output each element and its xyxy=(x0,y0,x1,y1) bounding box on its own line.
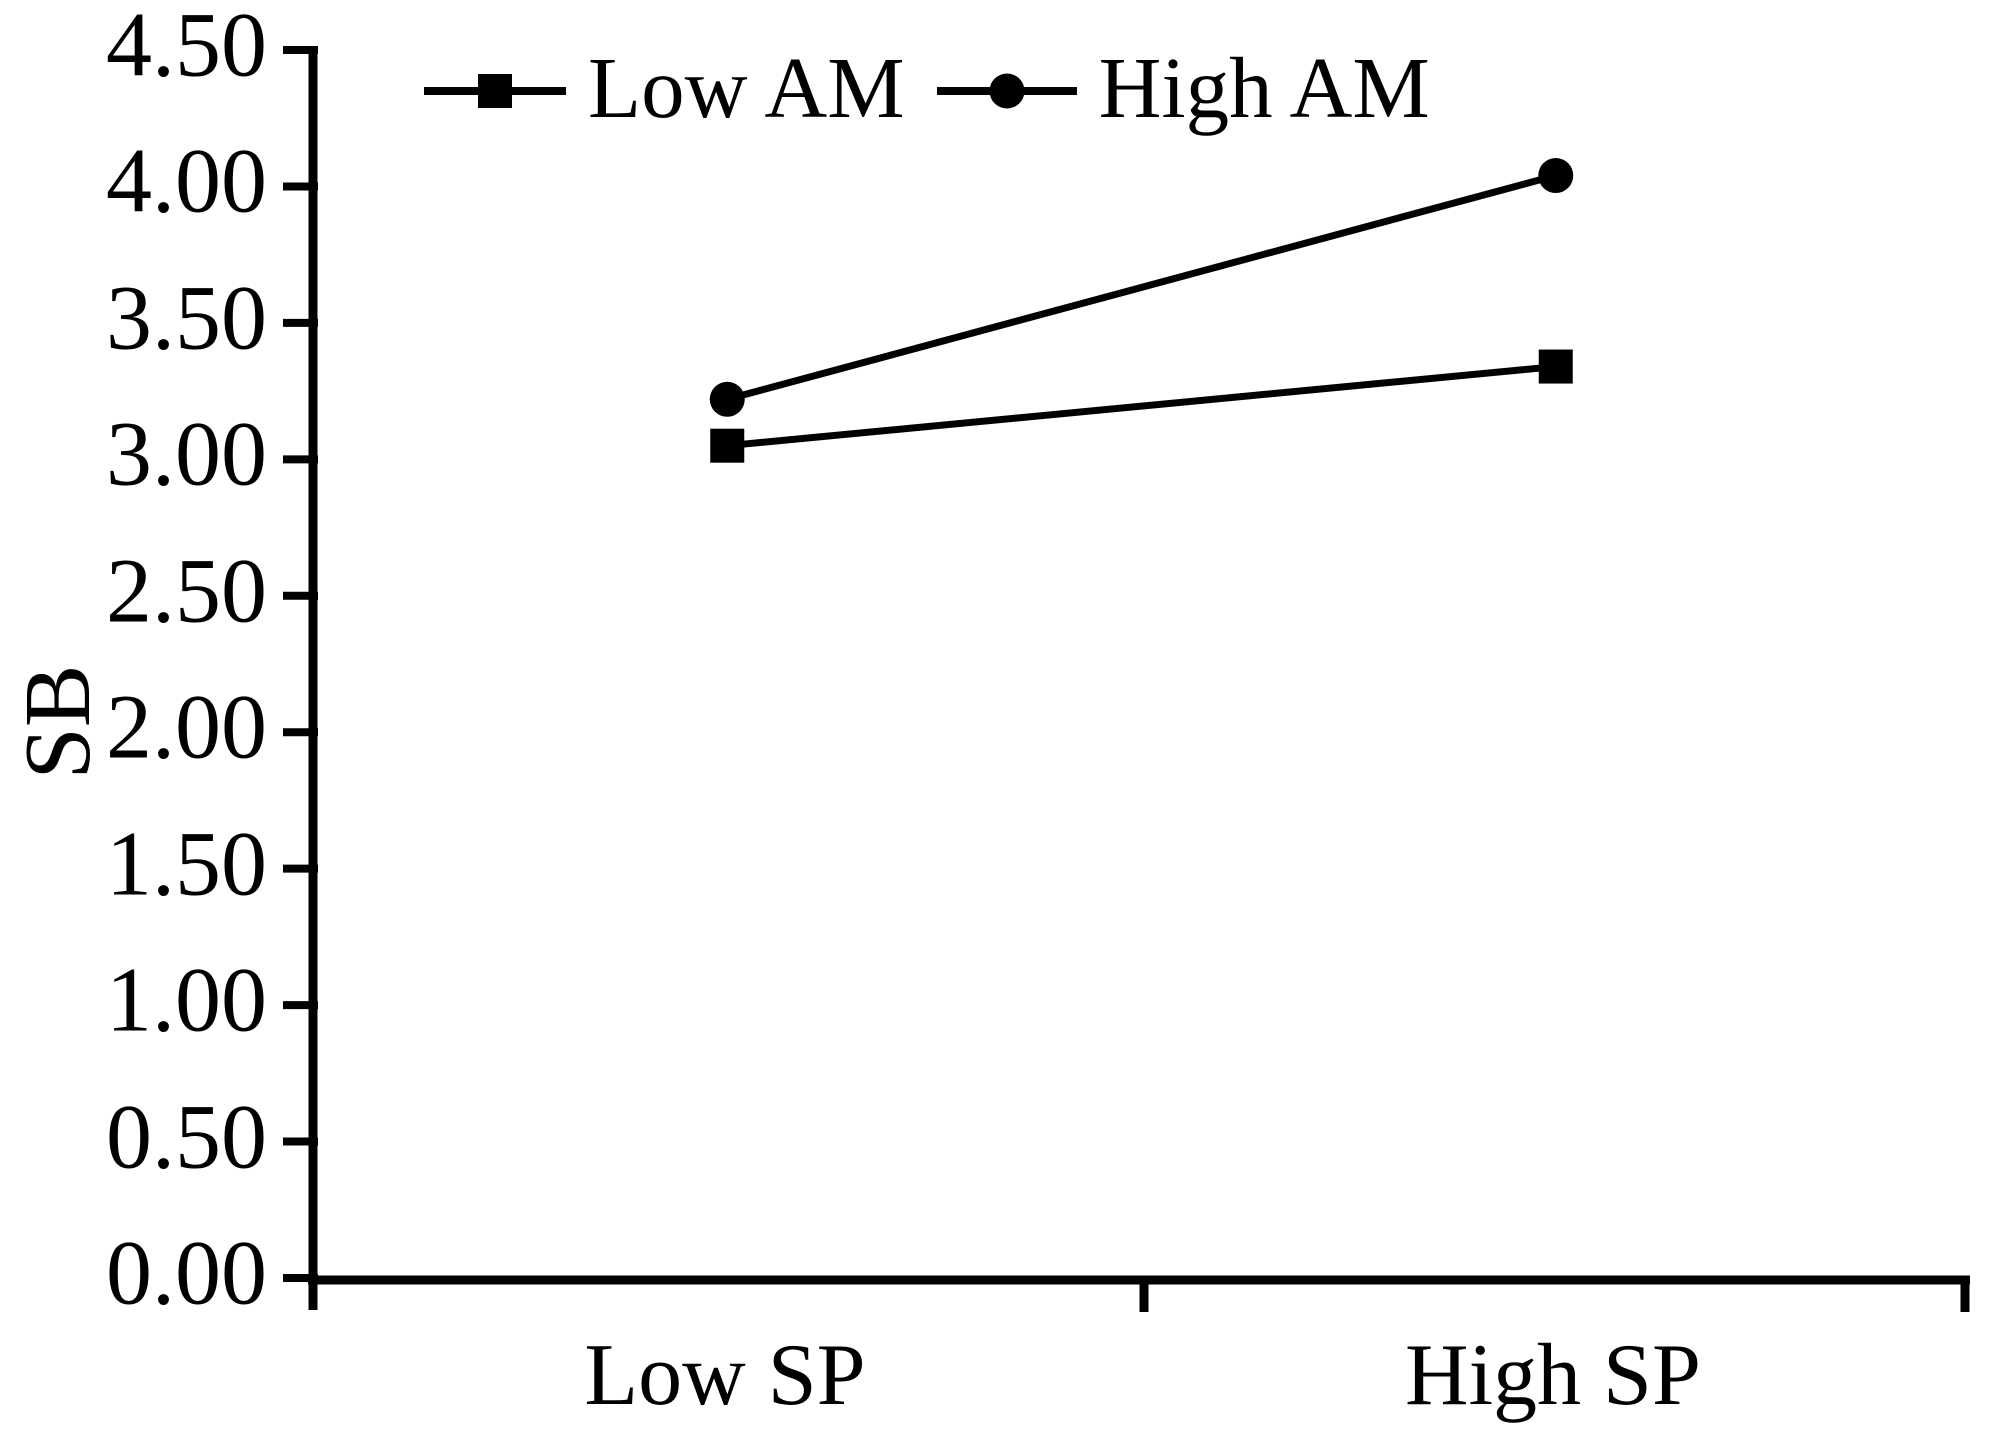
circle-marker-icon xyxy=(936,73,1077,109)
x-tick-label-low-sp: Low SP xyxy=(584,1327,866,1424)
y-tick-label: 4.50 xyxy=(106,0,267,96)
y-tick-label: 2.50 xyxy=(106,539,267,642)
circle-data-marker-high-am xyxy=(1538,158,1574,194)
legend-label-low-am: Low AM xyxy=(588,38,905,136)
y-tick-label: 0.50 xyxy=(106,1085,267,1188)
legend-item-high-am: High AM xyxy=(936,44,1430,135)
legend: Low AM High AM xyxy=(424,44,1430,138)
y-tick-label: 4.00 xyxy=(106,129,267,232)
y-tick-label: 0.00 xyxy=(106,1221,267,1324)
square-marker-icon xyxy=(424,74,566,108)
x-tick-label-high-sp: High SP xyxy=(1405,1327,1701,1424)
y-tick-label: 1.50 xyxy=(106,812,267,915)
y-tick-label: 3.00 xyxy=(106,402,267,505)
y-tick-label: 2.00 xyxy=(106,675,267,778)
circle-data-marker-high-am xyxy=(709,381,745,417)
y-axis-ticks xyxy=(283,46,318,1282)
legend-label-high-am: High AM xyxy=(1098,38,1430,136)
square-data-marker-low-am xyxy=(1538,349,1573,384)
series-layer xyxy=(709,158,1574,463)
series-line-high-am xyxy=(726,172,1557,403)
square-data-marker-low-am xyxy=(710,428,745,463)
series-line-low-am xyxy=(726,363,1557,450)
y-tick-label: 1.00 xyxy=(106,948,267,1051)
y-axis-title: SB xyxy=(6,664,110,780)
y-tick-label: 3.50 xyxy=(106,266,267,369)
legend-item-low-am: Low AM xyxy=(424,44,905,135)
